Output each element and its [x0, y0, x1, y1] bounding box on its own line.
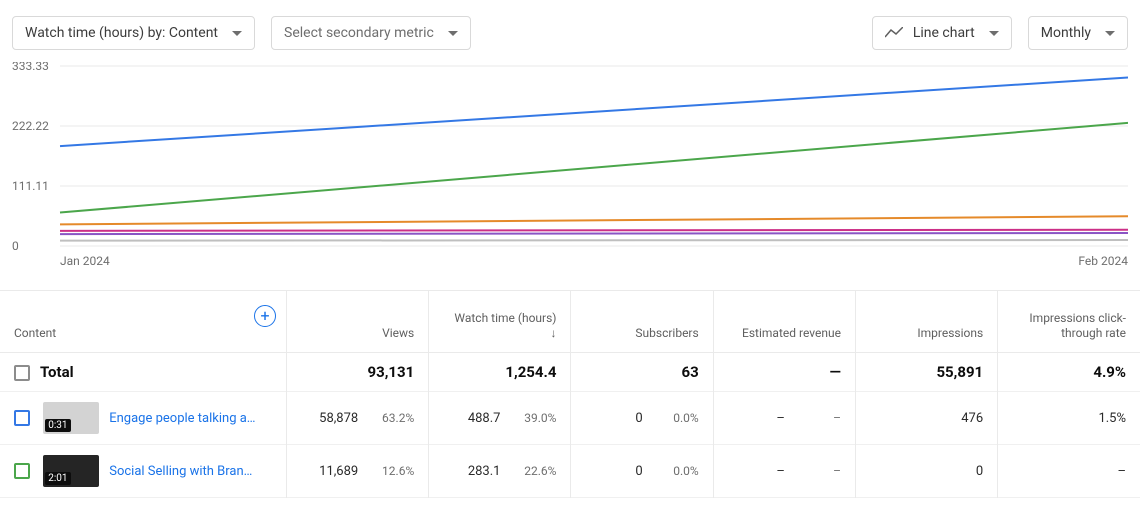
row-checkbox[interactable] — [14, 365, 30, 381]
secondary-metric-dropdown[interactable]: Select secondary metric — [271, 16, 471, 50]
secondary-metric-placeholder: Select secondary metric — [284, 25, 434, 41]
chevron-down-icon — [989, 31, 999, 36]
col-subscribers[interactable]: Subscribers — [571, 291, 713, 353]
svg-text:222.22: 222.22 — [12, 119, 49, 133]
table-row[interactable]: 2:01 Social Selling with Bran… 11,68912.… — [0, 445, 1140, 498]
video-title-link[interactable]: Social Selling with Bran… — [109, 464, 252, 479]
chart-type-dropdown[interactable]: Line chart — [872, 16, 1012, 50]
svg-text:333.33: 333.33 — [12, 62, 49, 73]
primary-metric-dropdown[interactable]: Watch time (hours) by: Content — [12, 16, 255, 50]
col-impressions[interactable]: Impressions — [855, 291, 997, 353]
video-thumbnail[interactable]: 2:01 — [43, 455, 99, 487]
interval-dropdown[interactable]: Monthly — [1028, 16, 1128, 50]
chart: 0 111.11 222.22 333.33 Jan 2024 Feb 2024 — [0, 62, 1140, 268]
video-title-link[interactable]: Engage people talking a… — [109, 411, 255, 426]
video-duration: 0:31 — [45, 419, 70, 432]
x-tick-end: Feb 2024 — [1078, 254, 1128, 268]
video-cell: 0:31 Engage people talking a… — [43, 402, 255, 434]
toolbar: Watch time (hours) by: Content Select se… — [0, 0, 1140, 62]
col-est-revenue[interactable]: Estimated revenue — [713, 291, 855, 353]
primary-metric-label: Watch time (hours) by: Content — [25, 25, 218, 41]
svg-text:111.11: 111.11 — [12, 179, 49, 193]
svg-text:0: 0 — [12, 239, 19, 250]
chart-x-axis: Jan 2024 Feb 2024 — [12, 250, 1128, 268]
col-content[interactable]: Content + — [0, 291, 287, 353]
total-label: Total — [40, 363, 74, 381]
video-thumbnail[interactable]: 0:31 — [43, 402, 99, 434]
sort-desc-icon: ↓ — [550, 326, 556, 340]
col-watch-time[interactable]: Watch time (hours) ↓ — [429, 291, 571, 353]
chart-svg: 0 111.11 222.22 333.33 — [12, 62, 1128, 250]
col-ctr[interactable]: Impressions click-through rate — [998, 291, 1140, 353]
x-tick-start: Jan 2024 — [60, 254, 110, 268]
interval-label: Monthly — [1041, 25, 1091, 41]
video-duration: 2:01 — [45, 472, 70, 485]
line-chart-icon — [885, 27, 903, 39]
row-checkbox[interactable] — [14, 463, 30, 479]
chevron-down-icon — [1105, 31, 1115, 36]
content-table: Content + Views Watch time (hours) ↓ Sub… — [0, 290, 1140, 498]
row-checkbox[interactable] — [14, 410, 30, 426]
chart-type-label: Line chart — [913, 25, 975, 41]
chevron-down-icon — [232, 31, 242, 36]
chevron-down-icon — [448, 31, 458, 36]
table-row[interactable]: 0:31 Engage people talking a… 58,87863.2… — [0, 392, 1140, 445]
table-header-row: Content + Views Watch time (hours) ↓ Sub… — [0, 291, 1140, 353]
add-metric-button[interactable]: + — [254, 305, 276, 327]
video-cell: 2:01 Social Selling with Bran… — [43, 455, 252, 487]
table-total-row: Total 93,131 1,254.4 63 — 55,891 4.9% — [0, 353, 1140, 392]
col-views[interactable]: Views — [287, 291, 429, 353]
